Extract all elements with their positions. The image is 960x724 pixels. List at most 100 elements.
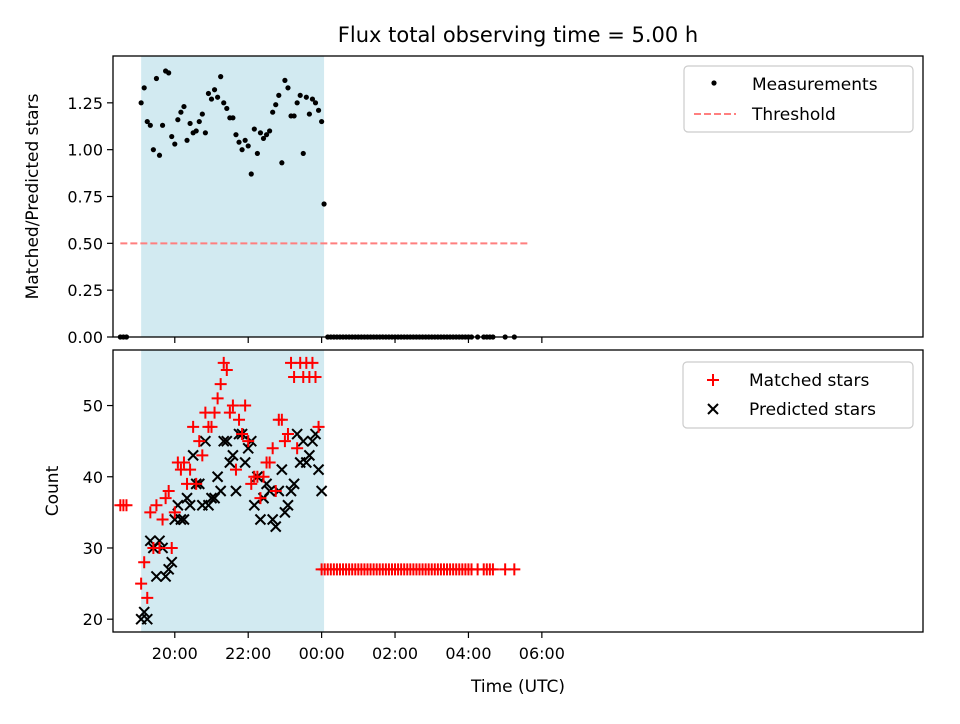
predicted-star-marker [239,456,251,469]
measurement-point [300,150,306,157]
predicted-star-marker [162,563,175,576]
matched-star-marker [220,363,233,376]
measurement-point [276,92,282,98]
matched-star-marker [144,506,157,519]
matched-star-marker [150,499,163,512]
measurement-point [166,70,172,76]
measurement-point [270,109,276,115]
measurement-point [309,96,316,102]
matched-star-marker [153,541,166,554]
matched-star-marker [223,406,236,419]
legend-measurement-marker [711,80,717,86]
matched-star-marker [217,356,230,369]
measurement-point [202,130,208,136]
measurement-point [208,96,215,102]
measurement-point [242,137,248,143]
bottom-legend-box [682,361,914,429]
predicted-star-marker [297,435,309,447]
matched-star-marker [168,506,181,519]
predicted-star-marker [285,485,297,497]
legend-threshold-label: Threshold [751,105,836,125]
matched-star-marker [245,477,258,490]
measurement-point [321,201,327,207]
measurement-point [273,102,279,108]
matched-star-marker [205,420,218,433]
top-panel: 0.00 0.25 0.50 0.75 1.00 1.25 Matched/Predict… [23,55,924,347]
matched-star-marker [226,399,239,412]
measurement-point [306,111,312,117]
legend-measurements-label: Measurements [752,75,878,95]
predicted-star-marker [205,492,218,504]
bottom-x-axis: 20:00 22:00 00:00 02:00 04:00 06:00 [152,632,565,663]
predicted-star-marker [270,520,282,533]
matched-star-marker [281,428,294,441]
predicted-star-marker [153,535,166,547]
measurement-point [175,117,181,123]
bottom-x-tick-label: 22:00 [225,644,271,663]
matched-star-marker [312,420,325,433]
top-axes-frame [112,55,924,338]
matched-star-marker [239,399,252,412]
predicted-star-marker [254,513,267,526]
measurement-point [138,100,144,106]
matched-star-marker [291,442,304,455]
measurement-point [159,122,166,128]
predicted-star-marker [214,485,227,497]
bottom-axes-frame [112,349,924,633]
legend-matched-label: Matched stars [749,371,869,391]
measurement-point [144,118,150,125]
measurement-point [141,85,147,91]
legend-predicted-marker [707,403,719,415]
measurement-point [178,109,184,115]
measurement-point [239,147,245,153]
top-y-tick-label: 0.75 [67,188,103,207]
predicted-star-marker [312,463,325,476]
bottom-x-tick-label: 02:00 [372,644,418,663]
measurement-point [224,105,230,112]
measurement-point [315,107,322,113]
matched-star-marker [309,371,322,384]
measurement-point [245,143,251,149]
matched-star-marker [135,577,148,590]
bottom-y-axis-label: Count [43,465,63,516]
matched-star-marker [263,456,276,469]
bottom-y-tick-label: 40 [83,468,103,487]
measurement-point [248,171,254,177]
top-y-tick-label: 1.25 [67,94,103,113]
predicted-star-marker [184,499,196,511]
matched-star-marker [211,392,224,405]
predicted-star-marker [199,435,212,447]
measurement-point [196,118,202,125]
top-y-tick-label: 1.00 [67,141,103,160]
matched-star-marker [120,499,133,512]
predicted-star-marker [282,499,294,511]
measurement-point [312,100,319,106]
matched-star-marker [266,442,279,455]
predicted-star-marker [300,456,313,469]
measurement-point [279,160,285,166]
measurement-point [257,130,264,136]
measurement-point [181,103,187,110]
measurement-point [172,141,178,147]
top-observing-window-shade [141,56,325,337]
measurement-point [291,113,297,119]
predicted-star-marker [230,485,242,497]
predicted-star-marker [218,435,230,447]
matched-star-marker [233,413,246,426]
matched-star-marker [306,356,319,369]
measurement-point [187,120,193,127]
bottom-y-tick-label: 20 [83,610,103,629]
measurement-point [282,77,288,83]
measurement-point [260,135,267,142]
predicted-star-marker [138,606,150,618]
legend-predicted-label: Predicted stars [749,400,876,420]
matched-star-marker [486,563,499,576]
top-legend: Measurements Threshold [683,65,914,133]
measurement-point [267,128,273,134]
predicted-star-marker [315,485,328,497]
matched-star-marker [242,435,255,448]
measurement-point [205,90,212,97]
matched-star-marker [187,420,200,433]
